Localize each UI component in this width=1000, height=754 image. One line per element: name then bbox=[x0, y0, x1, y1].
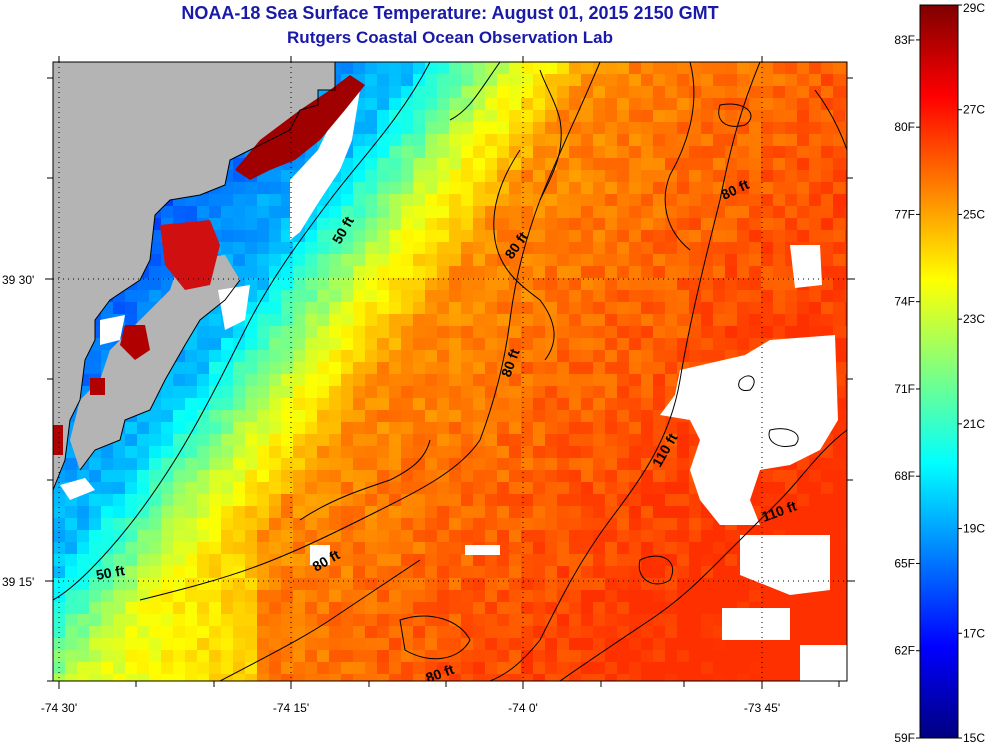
colorbar-celsius-label: 21C bbox=[963, 417, 985, 431]
colorbar-fahrenheit-label: 83F bbox=[894, 33, 915, 47]
x-tick-label: -74 30' bbox=[41, 701, 77, 715]
y-tick-label: 39 30' bbox=[2, 273, 34, 287]
map-subtitle: Rutgers Coastal Ocean Observation Lab bbox=[287, 28, 613, 47]
colorbar-fahrenheit-label: 62F bbox=[894, 644, 915, 658]
colorbar-fahrenheit-label: 77F bbox=[894, 207, 915, 221]
map-plot-area: 50 ft 50 ft 80 ft 80 ft 80 ft 80 ft 80 f… bbox=[53, 62, 847, 681]
land-marsh bbox=[70, 255, 240, 470]
y-axis-labels: 39 30' 39 15' bbox=[2, 273, 34, 589]
colorbar-celsius-label: 27C bbox=[963, 103, 985, 117]
coastline bbox=[53, 62, 336, 491]
land-mass bbox=[53, 62, 335, 490]
nearshore-warm-patches bbox=[53, 75, 365, 455]
cloud-mask bbox=[60, 90, 847, 681]
colorbar-celsius-label: 29C bbox=[963, 1, 985, 15]
plot-frame bbox=[52, 61, 848, 682]
bathymetry-contours bbox=[53, 62, 847, 681]
colorbar-fahrenheit-label: 74F bbox=[894, 295, 915, 309]
colorbar-fahrenheit-label: 80F bbox=[894, 120, 915, 134]
x-tick-label: -74 0' bbox=[508, 701, 538, 715]
colorbar-celsius-label: 25C bbox=[963, 207, 985, 221]
colorbar-fahrenheit-label: 71F bbox=[894, 382, 915, 396]
colorbar-celsius-label: 19C bbox=[963, 522, 985, 536]
colorbar-celsius-labels: 29C 27C 25C 23C 21C 19C 17C 15C bbox=[958, 1, 985, 745]
temperature-colorbar: 29C 27C 25C 23C 21C 19C 17C 15C 83F 80F 77F 74F 71F… bbox=[894, 1, 985, 745]
axis-ticks bbox=[45, 56, 855, 689]
map-title: NOAA-18 Sea Surface Temperature: August … bbox=[181, 3, 719, 23]
colorbar-fahrenheit-label: 68F bbox=[894, 469, 915, 483]
colorbar-fahrenheit-label: 65F bbox=[894, 556, 915, 570]
colorbar-fahrenheit-labels: 83F 80F 77F 74F 71F 68F 65F 62F 59F bbox=[894, 33, 920, 745]
colorbar-fahrenheit-label: 59F bbox=[894, 731, 915, 745]
colorbar-gradient bbox=[919, 4, 959, 739]
x-tick-label: -74 15' bbox=[273, 701, 309, 715]
x-tick-label: -73 45' bbox=[744, 701, 780, 715]
colorbar-celsius-label: 23C bbox=[963, 312, 985, 326]
colorbar-celsius-label: 17C bbox=[963, 626, 985, 640]
contour-label-50ft-south: 50 ft bbox=[95, 562, 126, 583]
graticule bbox=[53, 62, 847, 681]
x-axis-labels: -74 30' -74 15' -74 0' -73 45' bbox=[41, 701, 780, 715]
y-tick-label: 39 15' bbox=[2, 575, 34, 589]
colorbar-celsius-label: 15C bbox=[963, 731, 985, 745]
